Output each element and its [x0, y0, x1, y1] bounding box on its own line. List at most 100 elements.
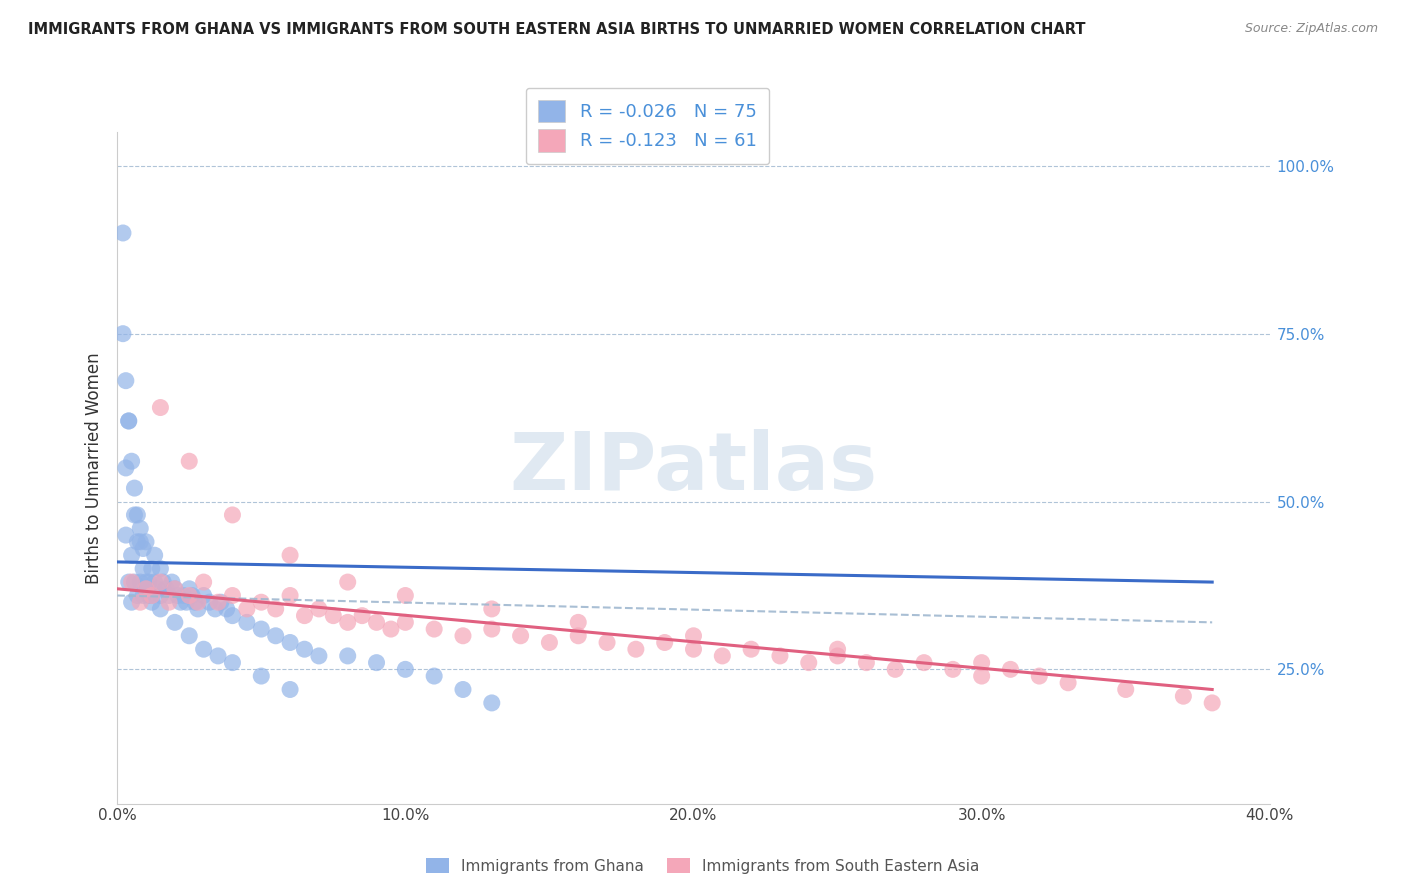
Point — [129, 595, 152, 609]
Point — [682, 642, 704, 657]
Point — [278, 589, 301, 603]
Point — [366, 615, 388, 630]
Point — [207, 648, 229, 663]
Point — [141, 562, 163, 576]
Point — [157, 589, 180, 603]
Point — [118, 414, 141, 428]
Point — [294, 608, 316, 623]
Text: ZIPatlas: ZIPatlas — [509, 429, 877, 507]
Point — [114, 528, 136, 542]
Point — [942, 662, 965, 676]
Point — [181, 589, 204, 603]
Point — [481, 602, 503, 616]
Point — [179, 589, 201, 603]
Point — [538, 635, 561, 649]
Point — [163, 582, 186, 596]
Point — [129, 534, 152, 549]
Point — [127, 534, 149, 549]
Point — [121, 575, 143, 590]
Point — [193, 575, 215, 590]
Point — [278, 548, 301, 562]
Text: Source: ZipAtlas.com: Source: ZipAtlas.com — [1244, 22, 1378, 36]
Point — [149, 589, 172, 603]
Point — [146, 582, 169, 596]
Point — [215, 602, 238, 616]
Point — [352, 608, 374, 623]
Point — [366, 656, 388, 670]
Point — [176, 595, 198, 609]
Point — [124, 575, 146, 590]
Point — [111, 226, 134, 240]
Point — [682, 629, 704, 643]
Point — [163, 615, 186, 630]
Point — [152, 575, 174, 590]
Point — [624, 642, 647, 657]
Point — [380, 622, 402, 636]
Point — [1201, 696, 1223, 710]
Point — [149, 575, 172, 590]
Point — [654, 635, 676, 649]
Point — [179, 454, 201, 468]
Point — [912, 656, 935, 670]
Point — [336, 615, 359, 630]
Point — [711, 648, 734, 663]
Point — [157, 595, 180, 609]
Point — [121, 595, 143, 609]
Point — [250, 622, 273, 636]
Point — [221, 656, 243, 670]
Point — [141, 589, 163, 603]
Point — [179, 582, 201, 596]
Point — [481, 622, 503, 636]
Y-axis label: Births to Unmarried Women: Births to Unmarried Women — [86, 352, 103, 583]
Point — [129, 521, 152, 535]
Point — [451, 629, 474, 643]
Point — [166, 589, 188, 603]
Point — [394, 662, 416, 676]
Point — [1057, 675, 1080, 690]
Point — [769, 648, 792, 663]
Point — [149, 401, 172, 415]
Point — [132, 589, 155, 603]
Point — [163, 582, 186, 596]
Point — [278, 682, 301, 697]
Point — [740, 642, 762, 657]
Point — [193, 642, 215, 657]
Point — [221, 589, 243, 603]
Point — [204, 602, 226, 616]
Point — [121, 548, 143, 562]
Point — [567, 615, 589, 630]
Point — [132, 541, 155, 556]
Point — [294, 642, 316, 657]
Point — [184, 595, 207, 609]
Point — [221, 508, 243, 522]
Point — [509, 629, 531, 643]
Point — [124, 481, 146, 495]
Point — [884, 662, 907, 676]
Point — [236, 602, 259, 616]
Point — [278, 635, 301, 649]
Point — [264, 629, 287, 643]
Point — [827, 642, 849, 657]
Point — [855, 656, 877, 670]
Point — [1173, 689, 1195, 703]
Point — [160, 575, 183, 590]
Point — [250, 669, 273, 683]
Point — [114, 461, 136, 475]
Point — [451, 682, 474, 697]
Point — [827, 648, 849, 663]
Point — [221, 608, 243, 623]
Point — [114, 374, 136, 388]
Point — [155, 582, 177, 596]
Point — [124, 508, 146, 522]
Point — [481, 696, 503, 710]
Legend: R = -0.026   N = 75, R = -0.123   N = 61: R = -0.026 N = 75, R = -0.123 N = 61 — [526, 87, 769, 164]
Point — [423, 669, 446, 683]
Point — [149, 602, 172, 616]
Point — [143, 548, 166, 562]
Point — [1115, 682, 1137, 697]
Point — [1028, 669, 1050, 683]
Point — [135, 582, 157, 596]
Point — [308, 602, 330, 616]
Point — [179, 629, 201, 643]
Point — [970, 669, 993, 683]
